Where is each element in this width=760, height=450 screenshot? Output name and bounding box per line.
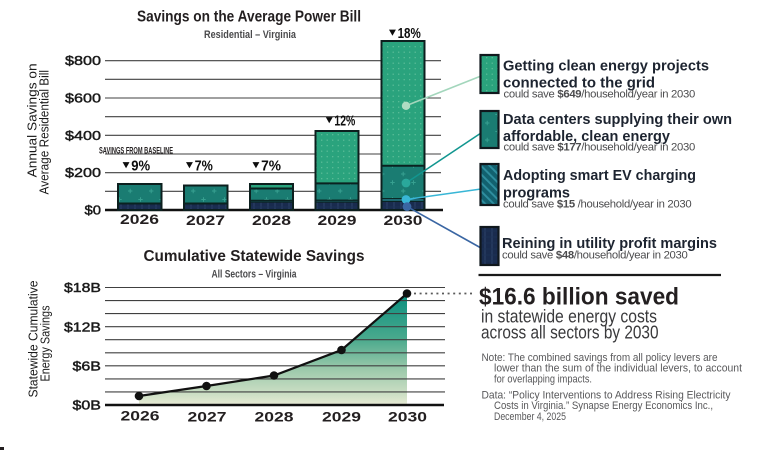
svg-text:All Sectors – Virginia: All Sectors – Virginia	[212, 269, 298, 281]
svg-text:could save $649/household/year: could save $649/household/year in 2030	[504, 89, 696, 101]
svg-text:$600: $600	[65, 91, 101, 106]
svg-text:for overlapping impacts.: for overlapping impacts.	[494, 373, 592, 385]
svg-text:2026: 2026	[121, 409, 161, 424]
svg-text:9%: 9%	[131, 159, 150, 175]
svg-text:Energy Savings: Energy Savings	[39, 306, 53, 382]
svg-text:18%: 18%	[398, 26, 421, 42]
svg-text:$800: $800	[65, 53, 101, 68]
svg-text:7%: 7%	[195, 159, 213, 175]
svg-text:Statewide Cumulative: Statewide Cumulative	[27, 280, 41, 397]
svg-text:2028: 2028	[252, 213, 292, 228]
svg-text:December 4, 2025: December 4, 2025	[494, 411, 566, 423]
svg-text:2030: 2030	[388, 410, 427, 425]
svg-text:Cumulative Statewide Savings: Cumulative Statewide Savings	[144, 248, 365, 265]
svg-text:in statewide energy costs: in statewide energy costs	[481, 306, 657, 327]
svg-text:Data centers supplying their o: Data centers supplying their own	[503, 112, 732, 128]
svg-text:$0B: $0B	[73, 398, 102, 413]
svg-text:$6B: $6B	[73, 359, 102, 374]
svg-text:Adopting smart EV charging: Adopting smart EV charging	[503, 168, 696, 184]
svg-text:Annual Savings on: Annual Savings on	[26, 63, 40, 177]
svg-text:2026: 2026	[120, 212, 160, 227]
svg-text:12%: 12%	[334, 114, 355, 130]
svg-text:$18B: $18B	[64, 280, 101, 295]
svg-text:7%: 7%	[261, 159, 281, 175]
svg-text:programs: programs	[503, 186, 570, 202]
svg-text:Note: The combined savings fro: Note: The combined savings from all poli…	[482, 352, 718, 364]
svg-text:Reining in utility profit marg: Reining in utility profit margins	[502, 236, 717, 252]
svg-text:2028: 2028	[255, 410, 295, 425]
svg-text:affordable, clean energy: affordable, clean energy	[503, 129, 670, 145]
svg-text:2027: 2027	[188, 410, 227, 425]
svg-text:2029: 2029	[318, 213, 357, 228]
svg-text:Residential – Virginia: Residential – Virginia	[204, 29, 297, 41]
svg-text:connected to the grid: connected to the grid	[503, 76, 655, 92]
svg-text:$400: $400	[65, 128, 101, 143]
svg-text:Savings on the Average Power B: Savings on the Average Power Bill	[137, 9, 361, 26]
svg-text:$0: $0	[85, 203, 102, 218]
svg-text:Costs in Virginia.” Synapse En: Costs in Virginia.” Synapse Energy Econo…	[494, 400, 713, 412]
svg-text:Average Residential Bill: Average Residential Bill	[38, 70, 52, 195]
svg-text:$12B: $12B	[64, 319, 101, 334]
svg-text:Getting clean energy projects: Getting clean energy projects	[503, 59, 709, 75]
svg-text:could save $15 /household/year: could save $15 /household/year in 2030	[503, 199, 691, 211]
svg-text:Data: “Policy Interventions to: Data: “Policy Interventions to Address R…	[482, 389, 731, 401]
svg-text:2030: 2030	[384, 213, 423, 228]
svg-text:across all sectors by 2030: across all sectors by 2030	[481, 322, 659, 343]
svg-text:could save $48/household/year: could save $48/household/year in 2030	[502, 250, 688, 262]
svg-text:lower than the sum of the indi: lower than the sum of the individual lev…	[494, 363, 743, 375]
svg-text:2027: 2027	[186, 213, 225, 228]
svg-text:$16.6 billion saved: $16.6 billion saved	[479, 284, 679, 311]
svg-text:could save $177/household/year: could save $177/household/year in 2030	[504, 142, 696, 154]
svg-text:2029: 2029	[322, 410, 361, 425]
svg-text:SAVINGS FROM BASELINE: SAVINGS FROM BASELINE	[99, 146, 173, 156]
svg-text:$200: $200	[65, 165, 101, 180]
